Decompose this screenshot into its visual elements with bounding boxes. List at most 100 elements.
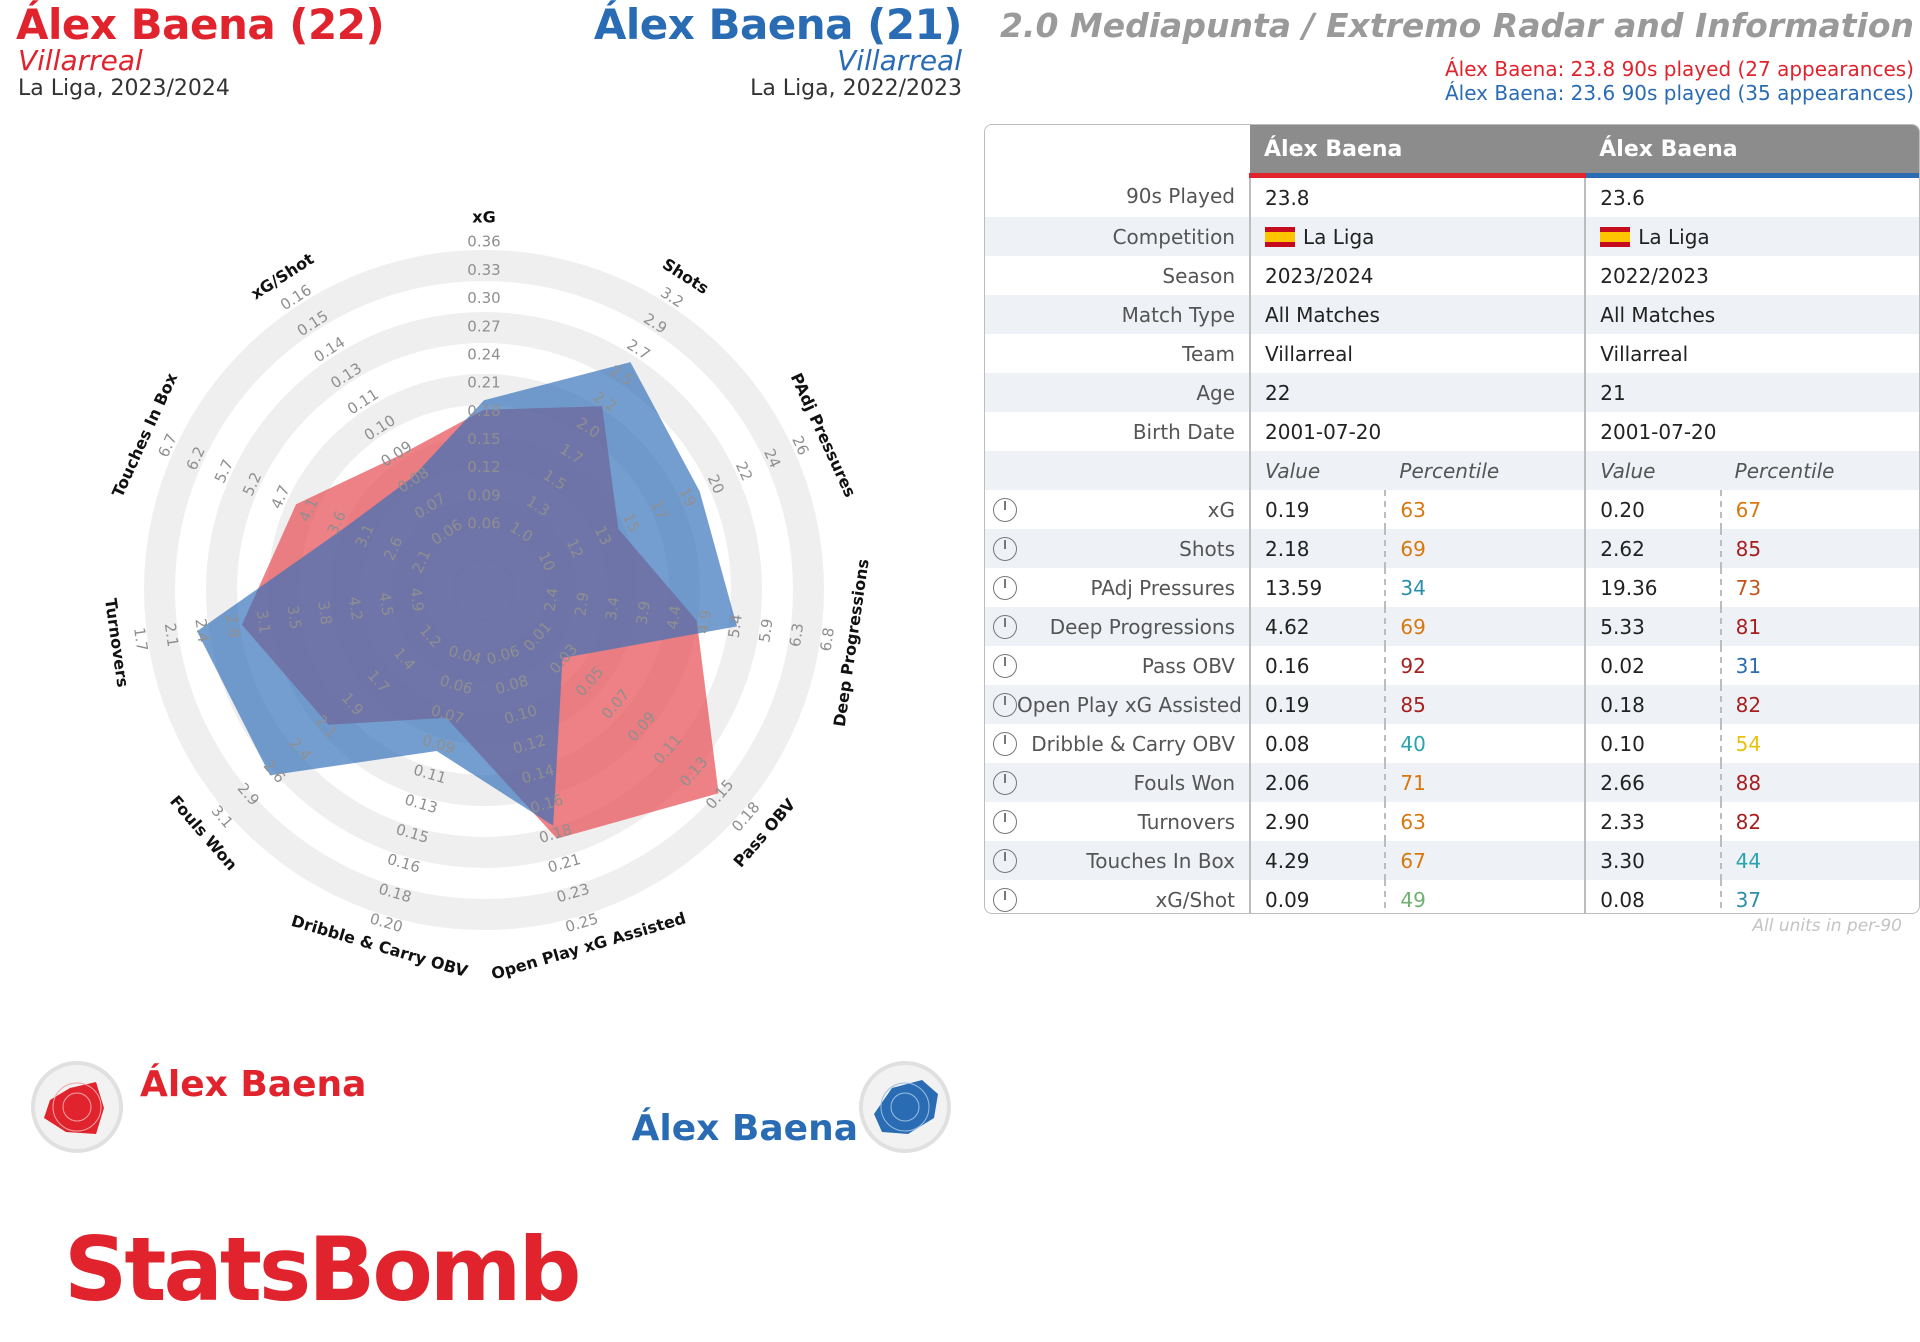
player1-metric-value: 2.06 — [1248, 763, 1386, 802]
player1-percentile: 92 — [1384, 646, 1586, 685]
player1-metric-value: 0.08 — [1248, 724, 1386, 763]
player1-percentile: 85 — [1384, 685, 1586, 724]
metric-label: Touches In Box — [985, 841, 1250, 880]
axis-tick-label: 2.9 — [571, 591, 592, 617]
metric-label: Dribble & Carry OBV — [985, 724, 1250, 763]
player1-name: Álex Baena (22) — [16, 0, 385, 49]
table-row: Deep Progressions 4.62 69 5.33 81 — [985, 607, 1919, 646]
player1-percentile: 71 — [1384, 763, 1586, 802]
axis-tick-label: 4.4 — [663, 604, 684, 630]
percentile-header: Percentile — [1385, 451, 1586, 490]
axis-tick-label: 0.09 — [467, 486, 500, 504]
axis-tick-label: 6.3 — [786, 622, 807, 648]
player1-team: Villarreal — [18, 44, 143, 77]
statsbomb-logo: StatsBomb — [64, 1218, 581, 1321]
metric-label: xG/Shot — [985, 880, 1250, 913]
row-label: Age — [985, 373, 1250, 412]
player1-percentile: 67 — [1384, 841, 1586, 880]
player1-percentile: 69 — [1384, 529, 1586, 568]
axis-tick-label: 3.9 — [633, 600, 654, 626]
player2-metric-value: 5.33 — [1584, 607, 1721, 646]
axis-tick-label: 5.4 — [725, 613, 746, 639]
axis-tick-label: 0.30 — [467, 289, 500, 307]
axis-tick-label: 4.9 — [406, 587, 427, 613]
player1-percentile: 40 — [1384, 724, 1586, 763]
player1-value: La Liga — [1248, 217, 1586, 256]
stats-table: Álex Baena Álex Baena 90s Played 23.8 23.6… — [984, 124, 1920, 914]
percentile-header: Percentile — [1720, 451, 1919, 490]
row-label: Season — [1162, 263, 1235, 288]
player2-metric-value: 0.10 — [1584, 724, 1721, 763]
axis-tick-label: 6.8 — [817, 626, 838, 652]
axis-label: Turnovers — [101, 597, 133, 688]
axis-tick-label: 0.12 — [467, 458, 500, 476]
metric-label: Fouls Won — [985, 763, 1250, 802]
table-row: Turnovers 2.90 63 2.33 82 — [985, 802, 1919, 841]
player2-metric-value: 3.30 — [1584, 841, 1721, 880]
player2-percentile: 82 — [1719, 685, 1919, 724]
metric-label: Deep Progressions — [985, 607, 1250, 646]
player1-metric-value: 13.59 — [1248, 568, 1386, 607]
radar-title: 2.0 Mediapunta / Extremo Radar and Infor… — [999, 6, 1914, 45]
player1-percentile: 34 — [1384, 568, 1586, 607]
metric-gauge-icon — [993, 614, 1017, 639]
player1-metric-value: 4.62 — [1248, 607, 1386, 646]
table-row: Dribble & Carry OBV 0.08 40 0.10 54 — [985, 724, 1919, 763]
player2-value: La Liga — [1584, 217, 1919, 256]
player1-value: 22 — [1248, 373, 1586, 412]
metric-label: Shots — [985, 529, 1250, 568]
spain-flag-icon — [1600, 226, 1631, 247]
player2-name: Álex Baena (21) — [593, 0, 963, 49]
metric-gauge-icon — [993, 692, 1017, 717]
units-note: All units in per-90 — [1752, 916, 1902, 936]
player2-metric-value: 0.20 — [1584, 490, 1721, 529]
axis-tick-label: 5.9 — [755, 617, 776, 643]
table-row: Pass OBV 0.16 92 0.02 31 — [985, 646, 1919, 685]
player2-value: Villarreal — [1584, 334, 1919, 373]
row-label: Team — [1182, 341, 1235, 366]
player1-metric-value: 4.29 — [1248, 841, 1386, 880]
row-label: Match Type — [985, 295, 1250, 334]
value-header: Value — [1248, 451, 1386, 490]
player1-metric-value: 0.19 — [1248, 490, 1386, 529]
player1-percentile: 69 — [1384, 607, 1586, 646]
player2-percentile: 81 — [1719, 607, 1919, 646]
table-row: Competition La Liga La Liga — [985, 217, 1919, 256]
axis-tick-label: 0.27 — [467, 317, 500, 335]
axis-tick-label: 3.5 — [283, 604, 304, 630]
axis-tick-label: 0.36 — [467, 233, 500, 251]
table-row: PAdj Pressures 13.59 34 19.36 73 — [985, 568, 1919, 607]
player1-competition: La Liga, 2023/2024 — [18, 76, 230, 101]
player2-percentile: 54 — [1719, 724, 1919, 763]
player2-percentile: 82 — [1719, 802, 1919, 841]
player2-value: 2022/2023 — [1584, 256, 1919, 295]
player1-value: 23.8 — [1248, 175, 1586, 217]
value-header: Value — [1584, 451, 1721, 490]
table-header-row: Álex Baena Álex Baena — [985, 125, 1919, 178]
player2-metric-value: 2.62 — [1584, 529, 1721, 568]
player2-percentile: 67 — [1719, 490, 1919, 529]
stats-table-grid: Álex Baena Álex Baena 90s Played 23.8 23.6… — [985, 125, 1919, 913]
player1-metric-value: 0.16 — [1248, 646, 1386, 685]
player2-played-note: Álex Baena: 23.6 90s played (35 appearan… — [1444, 81, 1914, 105]
metric-gauge-icon — [993, 770, 1017, 795]
player1-percentile: 49 — [1384, 880, 1586, 913]
legend-player1-radar-icon — [31, 1061, 123, 1153]
metric-label: Open Play xG Assisted — [985, 685, 1250, 724]
axis-tick-label: 3.8 — [314, 600, 335, 626]
table-row: Season 2023/2024 2022/2023 — [985, 256, 1919, 295]
metric-label: PAdj Pressures — [985, 568, 1250, 607]
player2-percentile: 37 — [1719, 880, 1919, 913]
metric-gauge-icon — [993, 575, 1017, 600]
table-header-player1: Álex Baena — [1250, 125, 1586, 178]
series-polygon — [197, 362, 737, 826]
table-header-blank — [985, 125, 1250, 176]
axis-tick-label: 2.4 — [541, 587, 562, 613]
legend-player2-name: Álex Baena — [631, 1108, 858, 1149]
axis-tick-label: 1.7 — [130, 626, 151, 652]
player2-value: All Matches — [1584, 295, 1919, 334]
player2-metric-value: 2.33 — [1584, 802, 1721, 841]
axis-tick-label: 2.4 — [191, 617, 212, 643]
player2-percentile: 73 — [1719, 568, 1919, 607]
player1-metric-value: 2.18 — [1248, 529, 1386, 568]
